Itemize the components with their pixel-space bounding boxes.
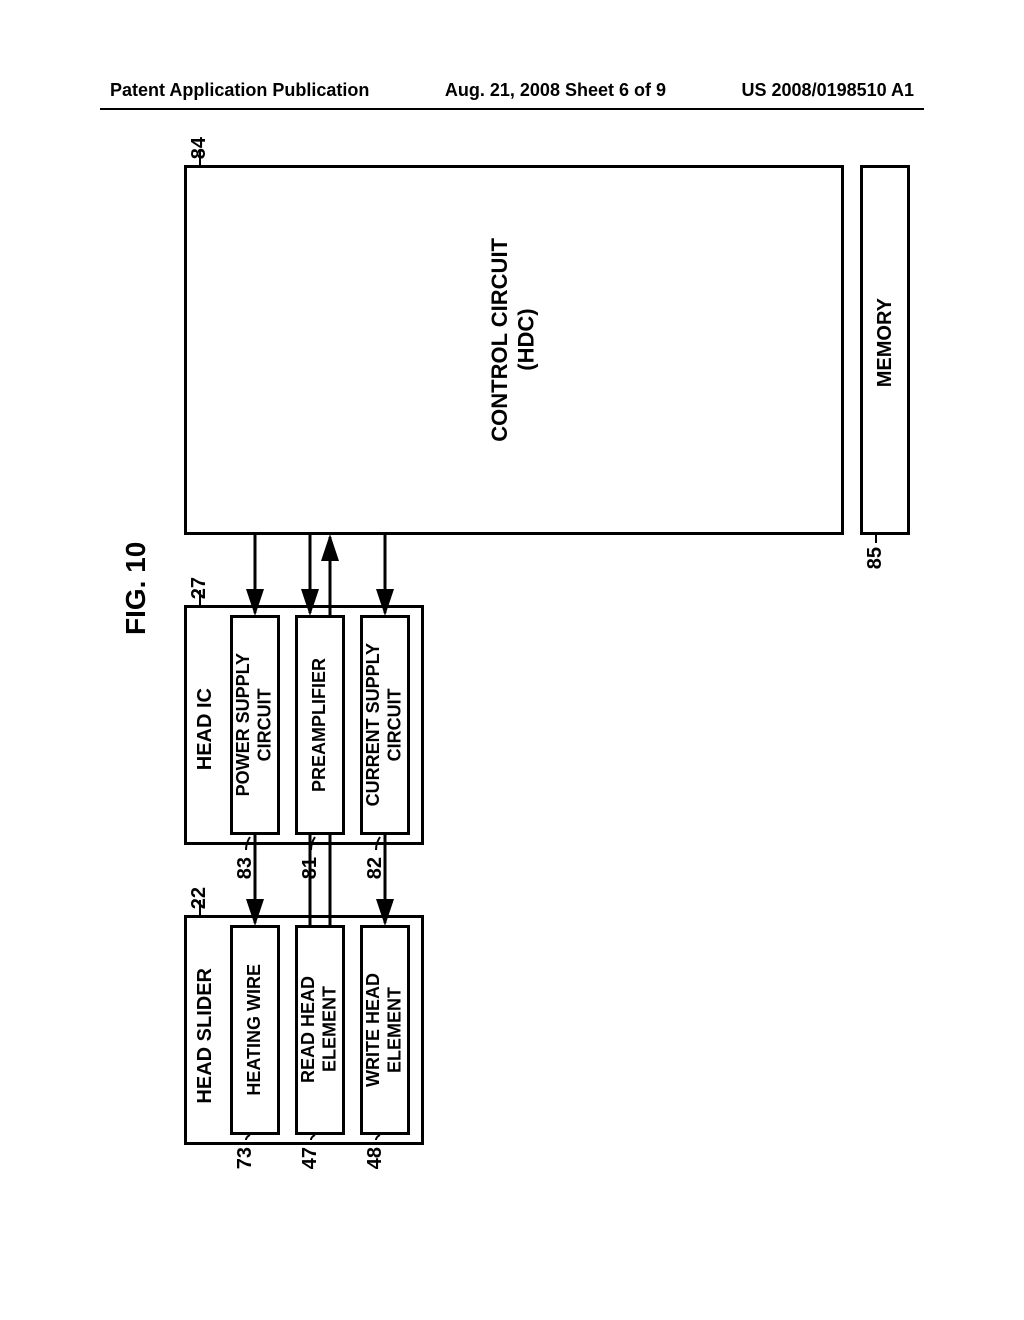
header-center: Aug. 21, 2008 Sheet 6 of 9 [445,80,666,101]
header-right: US 2008/0198510 A1 [742,80,914,101]
write-head-ref: 48 [364,1147,387,1169]
header-left: Patent Application Publication [110,80,369,101]
read-head-ref: 47 [299,1147,322,1169]
heating-wire-ref: 73 [234,1147,257,1169]
header-rule [100,108,924,110]
connections [120,165,910,1145]
patent-header: Patent Application Publication Aug. 21, … [0,80,1024,101]
figure-diagram: FIG. 10 HEAD SLIDER 22 HEAD IC 27 CONTRO… [120,165,910,1145]
